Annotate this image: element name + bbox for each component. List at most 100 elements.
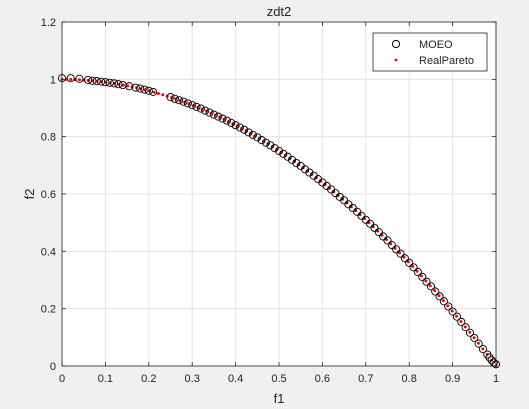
moeo-point bbox=[192, 102, 201, 111]
moeo-point bbox=[387, 240, 396, 250]
realpareto-point bbox=[126, 84, 130, 88]
moeo-point bbox=[485, 353, 494, 362]
realpareto-point bbox=[472, 336, 476, 340]
realpareto-point bbox=[78, 78, 82, 82]
moeo-point bbox=[175, 96, 184, 105]
moeo-point bbox=[422, 277, 431, 286]
moeo-point bbox=[392, 245, 401, 254]
realpareto-point bbox=[161, 93, 165, 97]
moeo-point bbox=[383, 236, 392, 245]
x-tick-label: 0.3 bbox=[185, 373, 200, 385]
realpareto-point bbox=[459, 320, 463, 324]
realpareto-point bbox=[481, 347, 485, 351]
moeo-point bbox=[439, 297, 448, 306]
moeo-point bbox=[92, 77, 101, 86]
moeo-point bbox=[405, 258, 414, 267]
x-tick-label: 1 bbox=[493, 373, 499, 385]
x-tick-label: 0.7 bbox=[358, 373, 373, 385]
moeo-point bbox=[118, 81, 127, 90]
realpareto-point bbox=[371, 225, 375, 229]
moeo-point bbox=[227, 118, 236, 127]
moeo-point bbox=[149, 87, 158, 96]
realpareto-point bbox=[463, 325, 467, 329]
moeo-point bbox=[240, 125, 249, 134]
moeo-point bbox=[101, 78, 110, 87]
realpareto-point bbox=[428, 284, 432, 288]
moeo-point bbox=[470, 333, 479, 342]
moeo-point bbox=[88, 76, 97, 85]
moeo-point bbox=[75, 74, 84, 83]
moeo-point bbox=[448, 307, 457, 316]
moeo-point bbox=[413, 267, 422, 277]
realpareto-point bbox=[455, 314, 459, 318]
moeo-point bbox=[292, 158, 301, 168]
realpareto-point bbox=[358, 213, 362, 217]
realpareto-point bbox=[367, 221, 371, 225]
legend: MOEO RealPareto bbox=[372, 32, 488, 72]
realpareto-point bbox=[419, 274, 423, 278]
legend-marker-moeo bbox=[391, 39, 401, 49]
moeo-point bbox=[366, 219, 375, 228]
y-tick-label: 0.8 bbox=[41, 132, 56, 144]
moeo-point bbox=[340, 196, 349, 205]
moeo-point bbox=[179, 97, 188, 106]
moeo-point bbox=[418, 272, 427, 281]
chart-title: zdt2 bbox=[267, 4, 292, 19]
moeo-point bbox=[461, 323, 470, 332]
realpareto-point bbox=[411, 265, 415, 269]
x-tick-label: 0 bbox=[59, 373, 65, 385]
x-tick-label: 0.8 bbox=[402, 373, 417, 385]
realpareto-point bbox=[476, 341, 480, 345]
moeo-point bbox=[435, 292, 444, 301]
moeo-point bbox=[170, 94, 179, 103]
moeo-point bbox=[105, 78, 114, 87]
moeo-point bbox=[270, 144, 279, 153]
moeo-point bbox=[474, 339, 483, 348]
moeo-point bbox=[357, 211, 366, 220]
x-tick-label: 0.2 bbox=[141, 373, 156, 385]
moeo-point bbox=[261, 138, 271, 147]
moeo-point bbox=[370, 223, 379, 232]
legend-marker-realpareto bbox=[394, 58, 398, 62]
moeo-point bbox=[183, 99, 192, 108]
moeo-point bbox=[66, 74, 75, 83]
moeo-point bbox=[131, 83, 140, 92]
moeo-point bbox=[431, 287, 440, 296]
moeo-point bbox=[114, 80, 123, 89]
y-axis-label: f2 bbox=[22, 189, 37, 200]
legend-box bbox=[372, 32, 488, 72]
moeo-point bbox=[97, 77, 106, 86]
y-tick-label: 0.2 bbox=[41, 304, 56, 316]
realpareto-point bbox=[156, 91, 160, 95]
x-tick-label: 0.9 bbox=[445, 373, 460, 385]
moeo-point bbox=[166, 93, 175, 102]
moeo-point bbox=[253, 133, 262, 142]
y-tick-label: 0.6 bbox=[41, 189, 56, 201]
moeo-point bbox=[231, 121, 240, 130]
x-tick-label: 0.5 bbox=[271, 373, 286, 385]
realpareto-point bbox=[433, 289, 437, 293]
realpareto-point bbox=[424, 279, 428, 283]
moeo-point bbox=[353, 207, 362, 216]
moeo-point bbox=[452, 312, 461, 321]
moeo-point bbox=[188, 101, 197, 110]
x-axis-label: f1 bbox=[274, 391, 285, 406]
moeo-point bbox=[487, 356, 496, 365]
moeo-point bbox=[205, 108, 214, 117]
x-tick-label: 0.1 bbox=[98, 373, 113, 385]
moeo-point bbox=[409, 263, 418, 272]
tick-labels: 0 0.1 0.2 0.3 0.4 0.5 0.6 0.7 0.8 0.9 1 0 0.2 0.4 0.6 0… bbox=[41, 17, 499, 385]
moeo-point bbox=[218, 114, 227, 123]
moeo-point bbox=[222, 116, 231, 125]
y-tick-label: 0 bbox=[50, 361, 56, 373]
x-tick-label: 0.6 bbox=[315, 373, 330, 385]
moeo-point bbox=[379, 232, 388, 241]
x-tick-label: 0.4 bbox=[228, 373, 243, 385]
realpareto-point bbox=[450, 309, 454, 313]
realpareto-point bbox=[468, 330, 472, 334]
y-tick-label: 1.2 bbox=[41, 17, 56, 29]
realpareto-point bbox=[415, 269, 419, 273]
moeo-point bbox=[457, 317, 466, 326]
realpareto-point bbox=[437, 294, 441, 298]
